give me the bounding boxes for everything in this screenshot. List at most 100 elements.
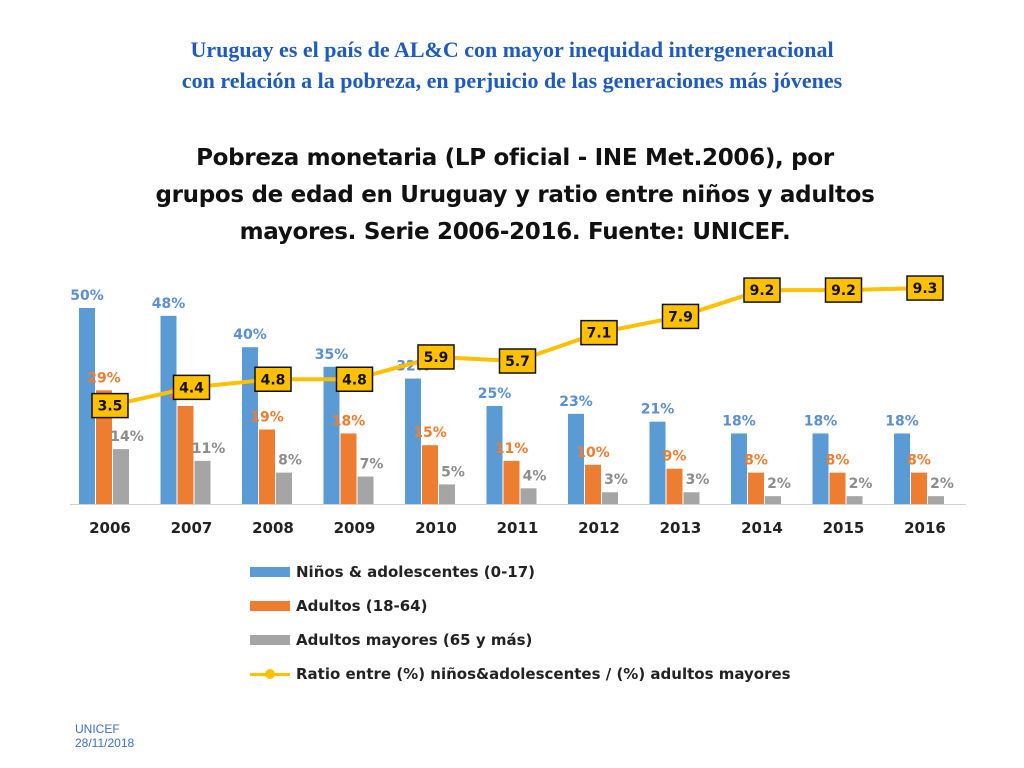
footer-org: UNICEF — [75, 722, 120, 736]
ratio-box-2013 — [661, 303, 700, 330]
data-label-ninos-2013: 21% — [641, 402, 675, 418]
ratio-line — [109, 286, 926, 408]
legend-item-ninos: Niños & adolescentes (0-17) — [250, 555, 791, 589]
data-label-ninos-2012: 23% — [559, 394, 593, 410]
data-label-mayores-2010: 5% — [441, 464, 465, 480]
data-label-ninos-2015: 18% — [804, 413, 838, 429]
chart-title-line2: grupos de edad en Uruguay y ratio entre … — [155, 182, 875, 208]
data-label-mayores-2015: 2% — [849, 476, 873, 492]
data-label-mayores-2009: 7% — [360, 457, 384, 473]
bar-mayores-2015 — [846, 496, 863, 504]
x-tick-label-2013: 2013 — [660, 519, 702, 537]
legend-swatch-ninos — [250, 567, 290, 577]
data-label-adultos-2010: 15% — [413, 425, 447, 441]
data-label-ninos-2008: 40% — [233, 327, 267, 343]
data-label-adultos-2012: 10% — [576, 445, 610, 461]
bar-ninos-2008 — [242, 347, 258, 504]
data-label-adultos-2009: 18% — [332, 413, 366, 429]
bar-mayores-2016 — [928, 496, 944, 504]
bar-mayores-2006 — [113, 449, 129, 504]
data-label-adultos-2015: 8% — [826, 453, 850, 469]
bar-mayores-2011 — [520, 488, 537, 504]
ratio-box-2010 — [417, 344, 455, 370]
ratio-label-2013: 7.9 — [668, 309, 693, 325]
slide-title: Uruguay es el país de AL&C con mayor ine… — [0, 34, 1024, 96]
ratio-box-2014 — [743, 277, 781, 303]
bar-mayores-2009 — [357, 476, 374, 504]
footer-date: 28/11/2018 — [75, 736, 135, 750]
data-label-mayores-2008: 8% — [278, 453, 302, 469]
bar-mayores-2014 — [765, 496, 781, 504]
bar-ninos-2013 — [649, 421, 666, 504]
bar-adultos-2009 — [340, 433, 357, 504]
legend-item-adultos: Adultos (18-64) — [250, 589, 791, 623]
ratio-label-2016: 9.3 — [913, 281, 938, 297]
ratio-label-2010: 5.9 — [424, 350, 449, 366]
data-label-ninos-2006: 50% — [70, 288, 104, 304]
data-label-adultos-2014: 8% — [744, 453, 768, 469]
footer: UNICEF 28/11/2018 — [75, 722, 134, 750]
data-label-ninos-2007: 48% — [152, 296, 186, 312]
bar-mayores-2013 — [683, 492, 700, 504]
bar-adultos-2015 — [829, 472, 846, 504]
ratio-label-2007: 4.4 — [179, 380, 204, 396]
x-tick-label-2016: 2016 — [904, 519, 946, 537]
ratio-box-2006 — [91, 392, 129, 419]
ratio-box-2012 — [580, 319, 618, 346]
ratio-label-2012: 7.1 — [587, 326, 612, 342]
legend-label-adultos: Adultos (18-64) — [296, 597, 428, 615]
bar-ninos-2011 — [486, 406, 503, 504]
data-label-ninos-2014: 18% — [722, 413, 756, 429]
bar-mayores-2008 — [276, 472, 292, 504]
data-label-adultos-2008: 19% — [250, 410, 284, 426]
bar-adultos-2016 — [911, 472, 927, 504]
ratio-box-2015 — [824, 277, 863, 303]
ratio-label-2015: 9.2 — [831, 283, 856, 299]
ratio-box-2007 — [172, 374, 211, 401]
bar-mayores-2007 — [194, 460, 211, 504]
x-tick-label-2010: 2010 — [415, 519, 457, 537]
ratio-label-2006: 3.5 — [98, 399, 123, 415]
bar-mayores-2010 — [439, 484, 455, 504]
legend-label-mayores: Adultos mayores (65 y más) — [296, 631, 533, 649]
data-label-mayores-2006: 14% — [110, 429, 144, 445]
data-label-adultos-2013: 9% — [663, 449, 687, 465]
legend-item-ratio: Ratio entre (%) niños&adolescentes / (%)… — [250, 657, 791, 691]
x-tick-label-2015: 2015 — [823, 519, 865, 537]
bar-mayores-2012 — [602, 492, 618, 504]
bar-adultos-2006 — [96, 390, 112, 504]
data-label-ninos-2011: 25% — [478, 386, 512, 402]
data-label-mayores-2007: 11% — [192, 441, 226, 457]
bar-ninos-2010 — [405, 378, 421, 504]
data-label-adultos-2006: 29% — [87, 370, 121, 386]
data-label-mayores-2012: 3% — [604, 472, 628, 488]
legend-label-ninos: Niños & adolescentes (0-17) — [296, 563, 536, 581]
legend-swatch-mayores — [250, 635, 290, 645]
ratio-label-2014: 9.2 — [750, 283, 775, 299]
legend-swatch-ratio — [250, 669, 290, 679]
chart-title: Pobreza monetaria (LP oficial - INE Met.… — [120, 140, 910, 251]
ratio-label-2009: 4.8 — [342, 372, 367, 388]
chart-legend: Niños & adolescentes (0-17) Adultos (18-… — [250, 555, 791, 691]
data-label-adultos-2016: 8% — [907, 453, 931, 469]
bar-ninos-2009 — [323, 366, 340, 504]
bar-adultos-2010 — [422, 445, 438, 504]
legend-swatch-adultos — [250, 601, 290, 611]
bar-adultos-2007 — [177, 406, 194, 504]
bar-ninos-2007 — [160, 315, 177, 504]
slide-title-line2: con relación a la pobreza, en perjuicio … — [181, 68, 843, 93]
data-label-mayores-2014: 2% — [767, 476, 791, 492]
ratio-label-2008: 4.8 — [261, 372, 286, 388]
data-label-mayores-2013: 3% — [686, 472, 710, 488]
data-label-adultos-2011: 11% — [495, 441, 529, 457]
bar-ninos-2015 — [812, 433, 829, 504]
x-tick-label-2012: 2012 — [578, 519, 620, 537]
bar-ninos-2012 — [568, 413, 584, 504]
legend-label-ratio: Ratio entre (%) niños&adolescentes / (%)… — [296, 665, 791, 683]
data-label-ninos-2016: 18% — [885, 413, 919, 429]
bar-ninos-2016 — [894, 433, 910, 504]
ratio-box-2011 — [498, 348, 537, 374]
ratio-box-2008 — [254, 366, 292, 393]
bar-adultos-2012 — [585, 464, 601, 504]
